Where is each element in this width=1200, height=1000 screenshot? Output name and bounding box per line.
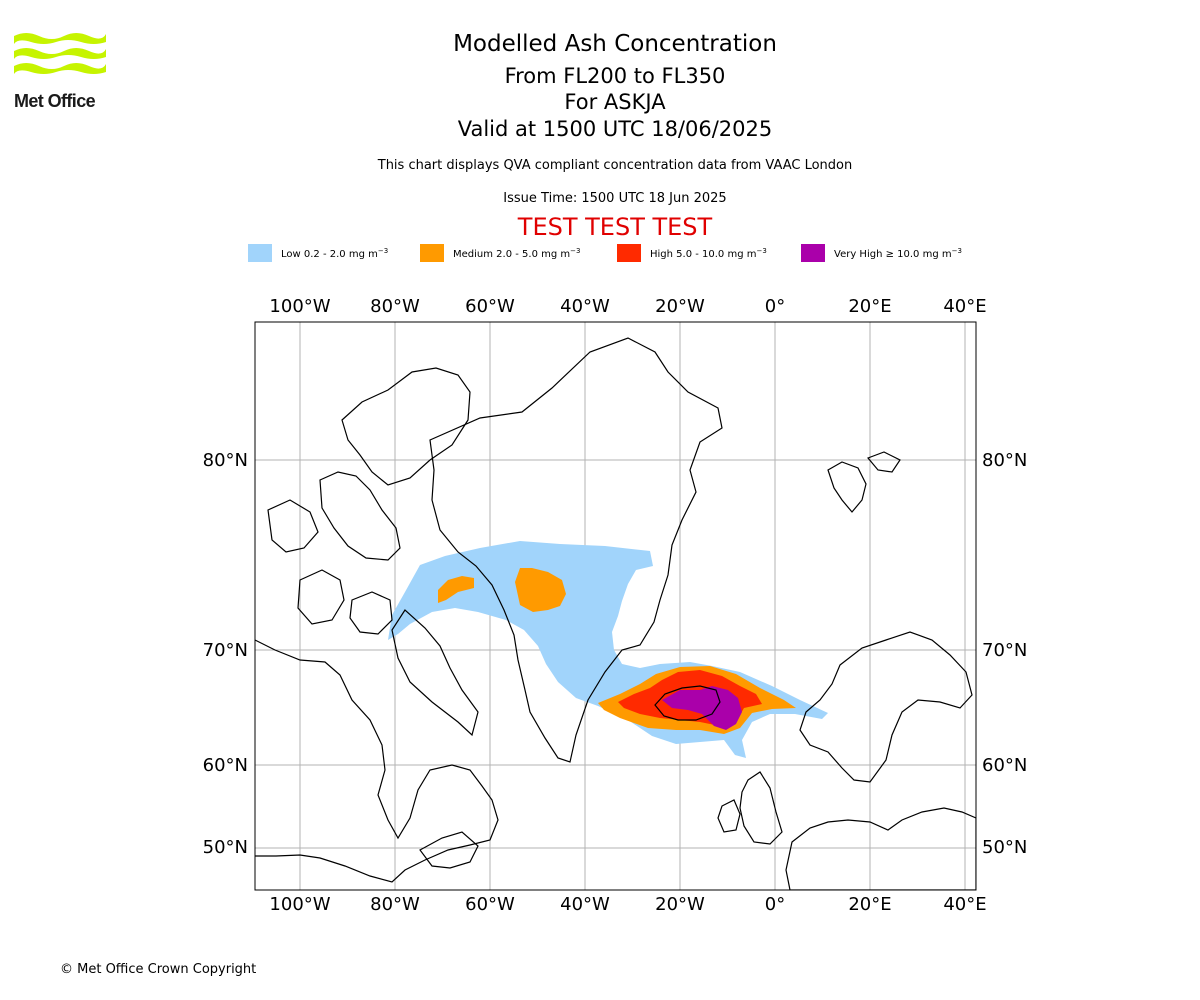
logo-text: Met Office [14,91,96,111]
legend-label-low: Low 0.2 - 2.0 mg m [281,248,378,260]
lat-label: 70°N [982,640,1027,661]
lat-labels-right: 80°N 70°N 60°N 50°N [982,450,1027,858]
lon-label: 100°W [269,894,330,915]
ash-map: 100°W 80°W 60°W 40°W 20°W 0° 20°E 40°E 1… [203,296,1028,915]
lon-label: 40°E [943,894,986,915]
lon-label: 0° [765,296,785,317]
lon-label: 60°W [465,894,515,915]
lon-label: 0° [765,894,785,915]
legend-swatch-high [617,244,641,262]
lon-label: 20°W [655,296,705,317]
lat-label: 60°N [982,755,1027,776]
lat-label: 70°N [203,640,248,661]
lat-label: 60°N [203,755,248,776]
legend-unit-exponent: −3 [377,246,389,255]
issue-time: Issue Time: 1500 UTC 18 Jun 2025 [503,191,727,206]
lon-label: 20°E [848,296,891,317]
ash-plume-very-high [662,686,742,730]
lat-labels-left: 80°N 70°N 60°N 50°N [203,450,248,858]
legend-swatch-medium [420,244,444,262]
legend-label-medium: Medium 2.0 - 5.0 mg m [453,248,571,260]
legend-item-high: High 5.0 - 10.0 mg m−3 [617,244,767,262]
coastlines [255,337,976,890]
lon-label: 80°W [370,894,420,915]
legend-label-high: High 5.0 - 10.0 mg m [650,248,757,260]
lon-label: 60°W [465,296,515,317]
legend-swatch-very-high [801,244,825,262]
legend-unit-exponent: −3 [756,246,767,255]
lon-label: 20°W [655,894,705,915]
lon-labels-bottom: 100°W 80°W 60°W 40°W 20°W 0° 20°E 40°E [269,894,986,915]
volcano-name: For ASKJA [564,90,666,114]
legend-item-low: Low 0.2 - 2.0 mg m−3 [248,244,388,262]
legend-swatch-low [248,244,272,262]
lat-label: 50°N [203,837,248,858]
lon-label: 80°W [370,296,420,317]
lat-label: 80°N [203,450,248,471]
lat-label: 80°N [982,450,1027,471]
copyright-notice: © Met Office Crown Copyright [60,962,257,977]
legend-label-very-high: Very High ≥ 10.0 mg m [834,248,952,260]
legend-unit-exponent: −3 [570,246,581,255]
legend-item-very-high: Very High ≥ 10.0 mg m−3 [801,244,962,262]
lon-label: 40°W [560,894,610,915]
lat-label: 50°N [982,837,1027,858]
lon-label: 40°E [943,296,986,317]
chart-title: Modelled Ash Concentration [453,31,777,57]
chart-description: This chart displays QVA compliant concen… [377,158,853,173]
lon-label: 100°W [269,296,330,317]
map-frame [254,321,977,891]
test-banner: TEST TEST TEST [517,213,713,241]
valid-time: Valid at 1500 UTC 18/06/2025 [457,117,773,141]
legend-unit-exponent: −3 [951,246,962,255]
lon-label: 40°W [560,296,610,317]
flight-level-range: From FL200 to FL350 [504,64,726,88]
lon-label: 20°E [848,894,891,915]
lon-labels-top: 100°W 80°W 60°W 40°W 20°W 0° 20°E 40°E [269,296,986,317]
met-office-logo-icon [14,33,106,74]
legend-item-medium: Medium 2.0 - 5.0 mg m−3 [420,244,580,262]
